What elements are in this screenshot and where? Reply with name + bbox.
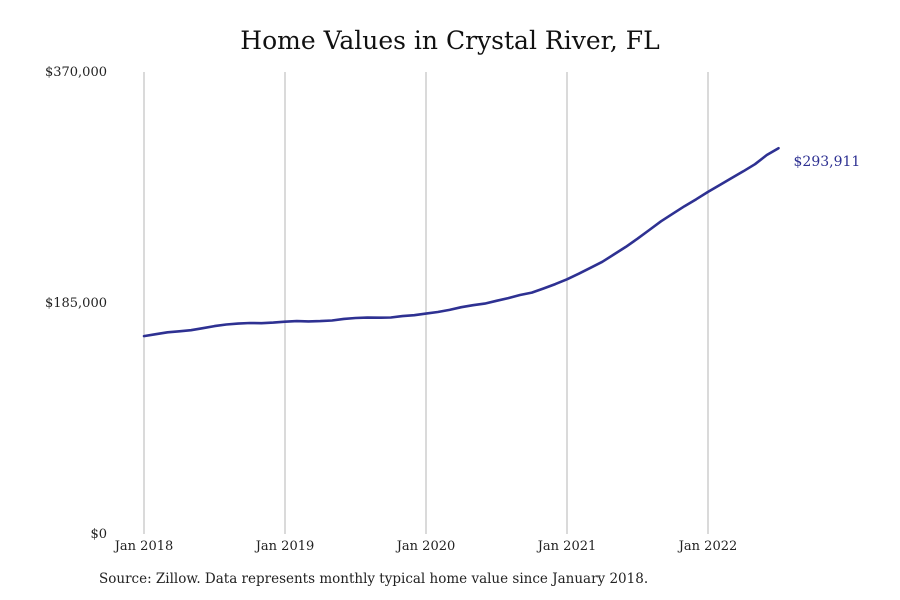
chart-title: Home Values in Crystal River, FL: [240, 26, 660, 55]
x-tick-label: Jan 2019: [254, 539, 315, 554]
x-tick-label: Jan 2021: [536, 539, 597, 554]
x-axis: Jan 2018 Jan 2019 Jan 2020 Jan 2021 Jan 2022: [113, 539, 738, 554]
y-tick-label: $370,000: [45, 65, 107, 80]
y-tick-label: $185,000: [45, 296, 107, 311]
x-tick-label: Jan 2022: [677, 539, 738, 554]
y-tick-label: $0: [90, 527, 107, 542]
gridlines: [143, 72, 709, 534]
x-tick-label: Jan 2020: [395, 539, 456, 554]
end-value-label: $293,911: [794, 154, 861, 170]
y-axis: $0 $185,000 $370,000: [45, 65, 107, 542]
x-tick-label: Jan 2018: [113, 539, 174, 554]
series-line: [142, 146, 780, 338]
source-note: Source: Zillow. Data represents monthly …: [99, 571, 649, 587]
